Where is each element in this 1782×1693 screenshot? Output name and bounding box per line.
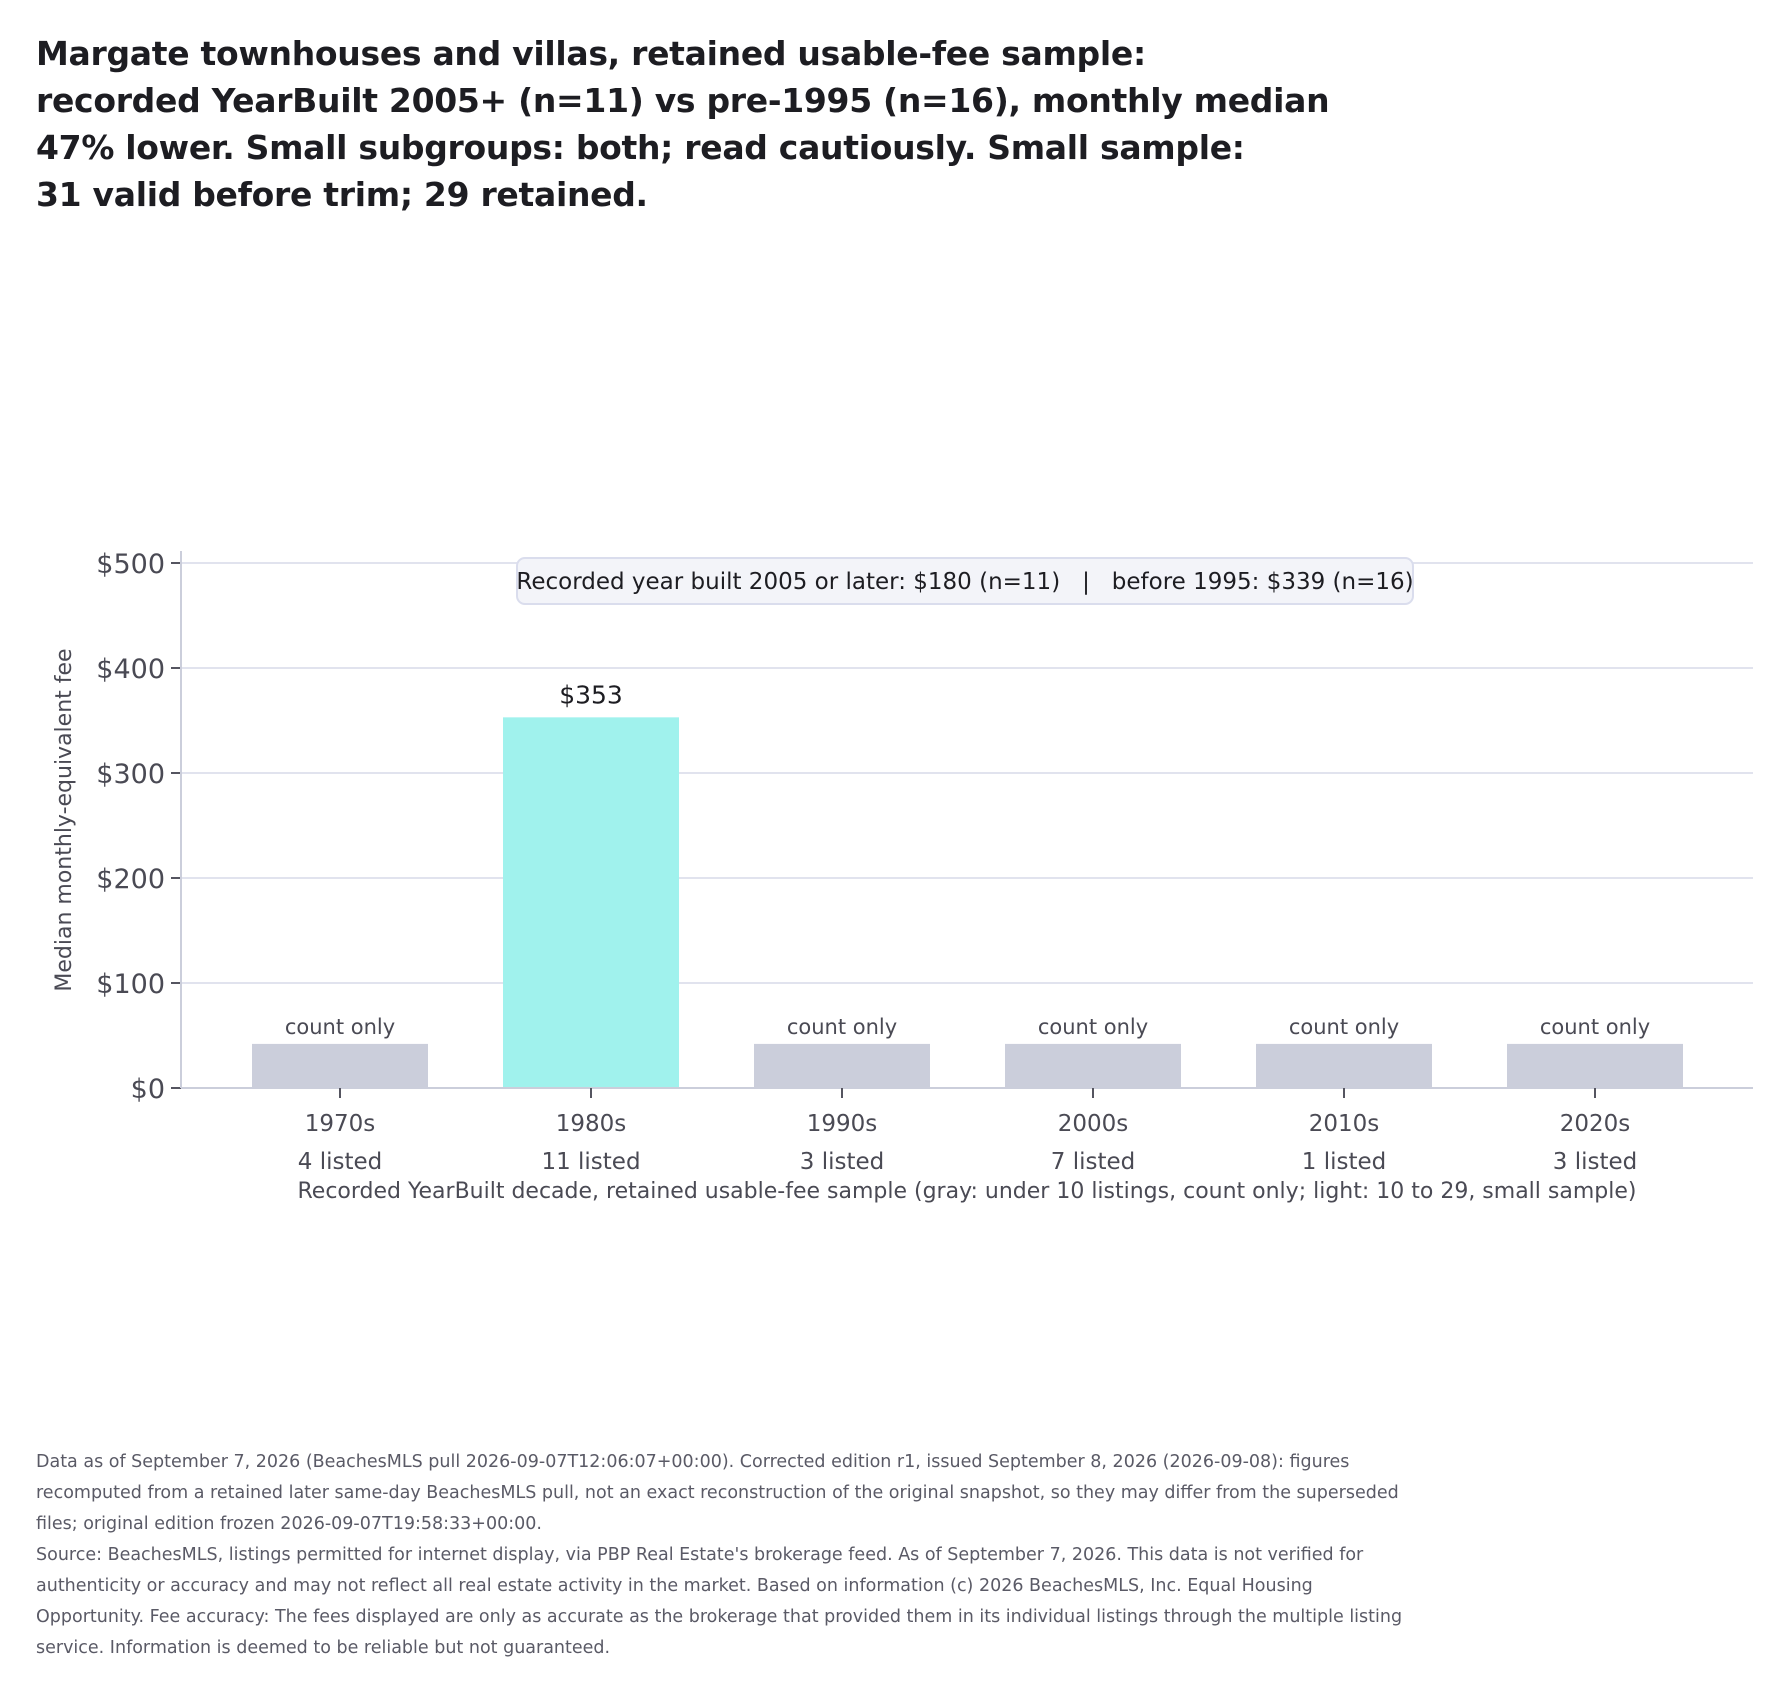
chart-title: Margate townhouses and villas, retained … (36, 30, 1436, 218)
y-axis-title: Median monthly-equivalent fee (52, 648, 77, 991)
y-tick-label: $500 (96, 549, 165, 580)
x-count-label: 7 listed (1051, 1149, 1135, 1175)
bar-value-label: $353 (559, 680, 623, 709)
y-tick-label: $100 (96, 969, 165, 1000)
x-count-label: 4 listed (298, 1149, 382, 1175)
bar-chart: $0 $100 $200 $300 $400 $500 1970s 4 listed 1980s… (52, 549, 1753, 1204)
annotation-box (516, 557, 1414, 605)
bar-1990s (754, 1043, 930, 1088)
y-tick-label: $200 (96, 864, 165, 895)
count-only-label: count only (787, 1015, 897, 1039)
source-note: Source: BeachesMLS, listings permitted f… (36, 1545, 1403, 1658)
bar-1980s (503, 717, 679, 1088)
y-tick-label: $400 (96, 654, 165, 685)
gridlines (181, 562, 1753, 984)
y-tick-label: $0 (131, 1074, 165, 1105)
bar-2020s (1507, 1043, 1683, 1088)
y-tick-label: $300 (96, 759, 165, 790)
chart-title-line: Margate townhouses and villas, retained … (36, 34, 1146, 73)
count-only-label: count only (285, 1015, 395, 1039)
data-labels: count only $353 count only count only count … (285, 680, 1650, 1039)
x-count-label: 11 listed (541, 1149, 640, 1175)
count-only-label: count only (1038, 1015, 1148, 1039)
axes: $0 $100 $200 $300 $400 $500 1970s 4 listed 1980s… (96, 549, 1753, 1175)
x-count-label: 3 listed (800, 1149, 884, 1175)
x-tick-label: 1980s (556, 1111, 627, 1137)
bar-1970s (252, 1043, 428, 1088)
comparison-annotation: Recorded year built 2005 or later: $180 … (516, 557, 1414, 605)
x-count-label: 3 listed (1553, 1149, 1637, 1175)
x-tick-label: 2000s (1058, 1111, 1129, 1137)
x-tick-label: 2010s (1309, 1111, 1380, 1137)
chart-title-line: recorded YearBuilt 2005+ (n=11) vs pre-1… (36, 81, 1330, 120)
chart-title-line: 47% lower. Small subgroups: both; read c… (36, 128, 1245, 167)
count-only-label: count only (1540, 1015, 1650, 1039)
bar-2010s (1256, 1043, 1432, 1088)
data-note: Data as of September 7, 2026 (BeachesMLS… (36, 1452, 1399, 1534)
x-tick-label: 1990s (807, 1111, 878, 1137)
x-tick-label: 1970s (305, 1111, 376, 1137)
chart-title-line: 31 valid before trim; 29 retained. (36, 175, 648, 214)
x-tick-label: 2020s (1560, 1111, 1631, 1137)
count-only-label: count only (1289, 1015, 1399, 1039)
annotation-text: Recorded year built 2005 or later: $180 … (516, 569, 1413, 595)
bars (252, 717, 1683, 1088)
footnotes: Data as of September 7, 2026 (BeachesMLS… (36, 1447, 1416, 1664)
x-axis-title: Recorded YearBuilt decade, retained usab… (298, 1179, 1637, 1204)
bar-2000s (1005, 1043, 1181, 1088)
x-count-label: 1 listed (1302, 1149, 1386, 1175)
